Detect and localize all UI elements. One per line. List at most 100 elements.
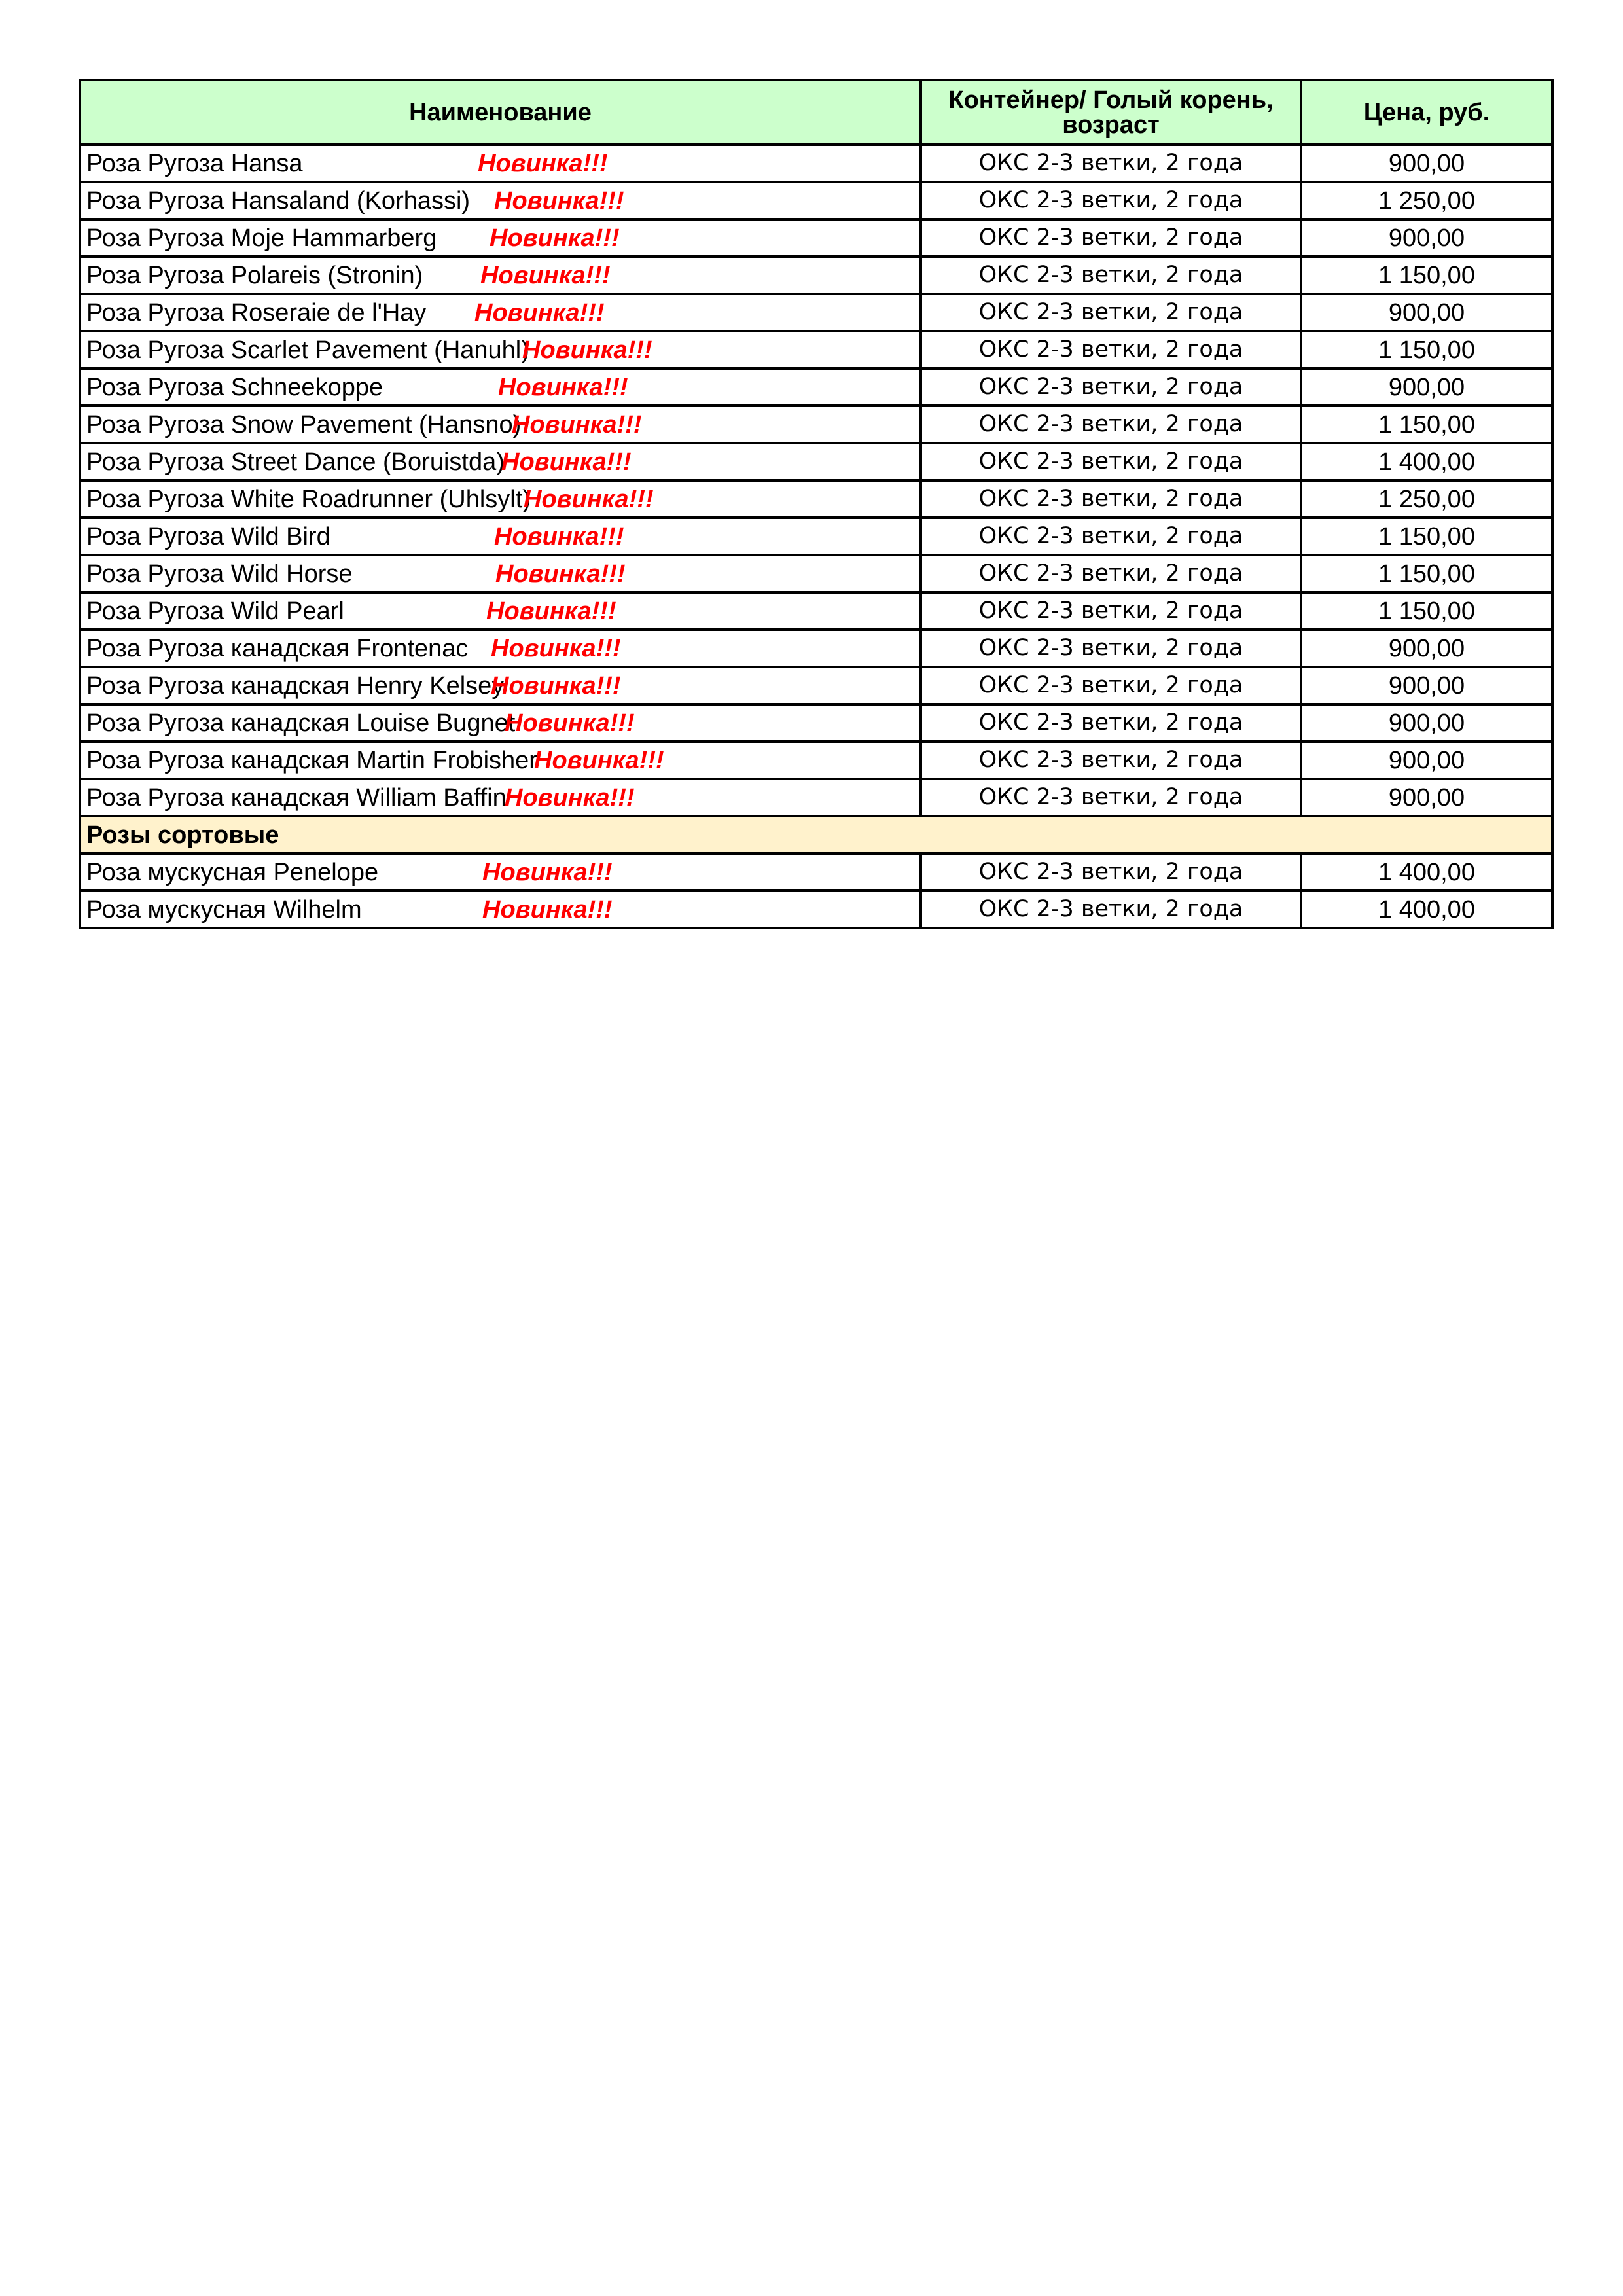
- table-row: Роза Ругоза Roseraie de l'Hay Новинка!!! …: [79, 293, 1554, 332]
- table-row: Роза мускусная Wilhelm Новинка!!! ОКС 2-3…: [79, 889, 1554, 929]
- product-name: Роза Ругоза Snow Pavement (Hansno): [86, 410, 522, 439]
- product-name-cell: Роза Ругоза Snow Pavement (Hansno) Новинк…: [79, 404, 922, 444]
- price-cell: 1 150,00: [1300, 330, 1554, 370]
- table-row: Роза Ругоза канадская Henry Kelsey Новинк…: [79, 666, 1554, 706]
- container-cell: ОКС 2-3 ветки, 2 года: [919, 889, 1302, 929]
- new-badge: Новинка!!!: [474, 299, 605, 327]
- product-name: Роза Ругоза Wild Pearl: [86, 597, 344, 625]
- price-cell: 1 150,00: [1300, 591, 1554, 631]
- table-row: Роза Ругоза Hansa Новинка!!! ОКС 2-3 ветк…: [79, 143, 1554, 183]
- product-name: Роза Ругоза канадская Henry Kelsey: [86, 672, 505, 700]
- product-name: Роза Ругоза канадская William Baffin: [86, 783, 507, 812]
- new-badge: Новинка!!!: [505, 709, 635, 737]
- container-cell: ОКС 2-3 ветки, 2 года: [919, 554, 1302, 594]
- price-cell: 900,00: [1300, 778, 1554, 817]
- new-badge: Новинка!!!: [482, 896, 613, 924]
- new-badge: Новинка!!!: [522, 336, 652, 364]
- container-cell: ОКС 2-3 ветки, 2 года: [919, 143, 1302, 183]
- container-cell: ОКС 2-3 ветки, 2 года: [919, 703, 1302, 743]
- container-cell: ОКС 2-3 ветки, 2 года: [919, 479, 1302, 519]
- price-cell: 900,00: [1300, 293, 1554, 332]
- table-row: Роза Ругоза канадская William Baffin Нови…: [79, 778, 1554, 817]
- product-name-cell: Роза мускусная Penelope Новинка!!!: [79, 852, 922, 892]
- product-name-cell: Роза Ругоза Hansa Новинка!!!: [79, 143, 922, 183]
- container-cell: ОКС 2-3 ветки, 2 года: [919, 255, 1302, 295]
- product-name-cell: Роза Ругоза Wild Horse Новинка!!!: [79, 554, 922, 594]
- table-row: Роза Ругоза Moje Hammarberg Новинка!!! ОК…: [79, 218, 1554, 258]
- new-badge: Новинка!!!: [505, 784, 635, 812]
- product-name: Роза Ругоза канадская Louise Bugnet: [86, 709, 516, 737]
- price-cell: 900,00: [1300, 666, 1554, 706]
- price-cell: 900,00: [1300, 740, 1554, 780]
- product-name-cell: Роза Ругоза White Roadrunner (Uhlsylt) Но…: [79, 479, 922, 519]
- container-cell: ОКС 2-3 ветки, 2 года: [919, 330, 1302, 370]
- table-row: Роза Ругоза Hansaland (Korhassi) Новинка!…: [79, 181, 1554, 221]
- product-name: Роза Ругоза канадская Frontenac: [86, 634, 469, 662]
- table-row: Роза Ругоза Wild Horse Новинка!!! ОКС 2-3…: [79, 554, 1554, 594]
- section-title: Розы сортовые: [79, 815, 1554, 855]
- price-cell: 1 250,00: [1300, 479, 1554, 519]
- product-name: Роза Ругоза канадская Martin Frobisher: [86, 746, 537, 774]
- product-name-cell: Роза мускусная Wilhelm Новинка!!!: [79, 889, 922, 929]
- new-badge: Новинка!!!: [512, 411, 642, 439]
- header-price: Цена, руб.: [1300, 79, 1554, 146]
- product-name-cell: Роза Ругоза Scarlet Pavement (Hanuhl) Нов…: [79, 330, 922, 370]
- new-badge: Новинка!!!: [524, 486, 654, 513]
- container-cell: ОКС 2-3 ветки, 2 года: [919, 628, 1302, 668]
- table-row: Роза Ругоза Wild Bird Новинка!!! ОКС 2-3 …: [79, 516, 1554, 556]
- container-cell: ОКС 2-3 ветки, 2 года: [919, 367, 1302, 407]
- price-cell: 900,00: [1300, 218, 1554, 258]
- product-name: Роза Ругоза Schneekoppe: [86, 373, 383, 401]
- product-name: Роза Ругоза Wild Horse: [86, 560, 353, 588]
- product-name-cell: Роза Ругоза канадская Henry Kelsey Новинк…: [79, 666, 922, 706]
- table-body: Роза Ругоза Hansa Новинка!!! ОКС 2-3 ветк…: [79, 143, 1554, 929]
- header-row: Наименование Контейнер/ Голый корень, во…: [79, 79, 1554, 146]
- header-name: Наименование: [79, 79, 922, 146]
- product-name: Роза Ругоза White Roadrunner (Uhlsylt): [86, 485, 531, 513]
- price-cell: 1 150,00: [1300, 255, 1554, 295]
- product-name: Роза Ругоза Polareis (Stronin): [86, 261, 423, 289]
- product-name: Роза Ругоза Scarlet Pavement (Hanuhl): [86, 336, 529, 364]
- new-badge: Новинка!!!: [486, 598, 616, 625]
- container-cell: ОКС 2-3 ветки, 2 года: [919, 404, 1302, 444]
- container-cell: ОКС 2-3 ветки, 2 года: [919, 516, 1302, 556]
- product-name-cell: Роза Ругоза канадская William Baffin Нови…: [79, 778, 922, 817]
- price-cell: 900,00: [1300, 703, 1554, 743]
- new-badge: Новинка!!!: [482, 859, 613, 886]
- new-badge: Новинка!!!: [498, 374, 628, 401]
- product-name-cell: Роза Ругоза Street Dance (Boruistda) Нови…: [79, 442, 922, 482]
- table-row: Роза мускусная Penelope Новинка!!! ОКС 2-…: [79, 852, 1554, 892]
- product-name: Роза Ругоза Roseraie de l'Hay: [86, 298, 427, 327]
- table-row: Роза Ругоза Polareis (Stronin) Новинка!!!…: [79, 255, 1554, 295]
- price-cell: 1 250,00: [1300, 181, 1554, 221]
- price-table: Наименование Контейнер/ Голый корень, во…: [79, 79, 1554, 929]
- product-name-cell: Роза Ругоза Roseraie de l'Hay Новинка!!!: [79, 293, 922, 332]
- table-row: Роза Ругоза Snow Pavement (Hansno) Новинк…: [79, 404, 1554, 444]
- container-cell: ОКС 2-3 ветки, 2 года: [919, 852, 1302, 892]
- table-row: Роза Ругоза White Roadrunner (Uhlsylt) Но…: [79, 479, 1554, 519]
- price-cell: 900,00: [1300, 628, 1554, 668]
- table-row: Роза Ругоза Street Dance (Boruistda) Нови…: [79, 442, 1554, 482]
- new-badge: Новинка!!!: [478, 150, 608, 177]
- table-row: Роза Ругоза Scarlet Pavement (Hanuhl) Нов…: [79, 330, 1554, 370]
- product-name-cell: Роза Ругоза Hansaland (Korhassi) Новинка!…: [79, 181, 922, 221]
- product-name: Роза Ругоза Hansa: [86, 149, 303, 177]
- product-name-cell: Роза Ругоза канадская Frontenac Новинка!!…: [79, 628, 922, 668]
- table-row: Роза Ругоза Schneekoppe Новинка!!! ОКС 2-…: [79, 367, 1554, 407]
- container-cell: ОКС 2-3 ветки, 2 года: [919, 218, 1302, 258]
- product-name: Роза Ругоза Hansaland (Korhassi): [86, 187, 471, 215]
- new-badge: Новинка!!!: [491, 635, 621, 662]
- container-cell: ОКС 2-3 ветки, 2 года: [919, 181, 1302, 221]
- price-cell: 1 150,00: [1300, 404, 1554, 444]
- product-name-cell: Роза Ругоза канадская Louise Bugnet Новин…: [79, 703, 922, 743]
- price-cell: 900,00: [1300, 367, 1554, 407]
- product-name: Роза Ругоза Street Dance (Boruistda): [86, 448, 505, 476]
- price-cell: 1 150,00: [1300, 554, 1554, 594]
- product-name-cell: Роза Ругоза Moje Hammarberg Новинка!!!: [79, 218, 922, 258]
- product-name: Роза Ругоза Wild Bird: [86, 522, 330, 550]
- price-cell: 1 400,00: [1300, 442, 1554, 482]
- container-cell: ОКС 2-3 ветки, 2 года: [919, 591, 1302, 631]
- price-cell: 900,00: [1300, 143, 1554, 183]
- new-badge: Новинка!!!: [495, 560, 626, 588]
- product-name-cell: Роза Ругоза Schneekoppe Новинка!!!: [79, 367, 922, 407]
